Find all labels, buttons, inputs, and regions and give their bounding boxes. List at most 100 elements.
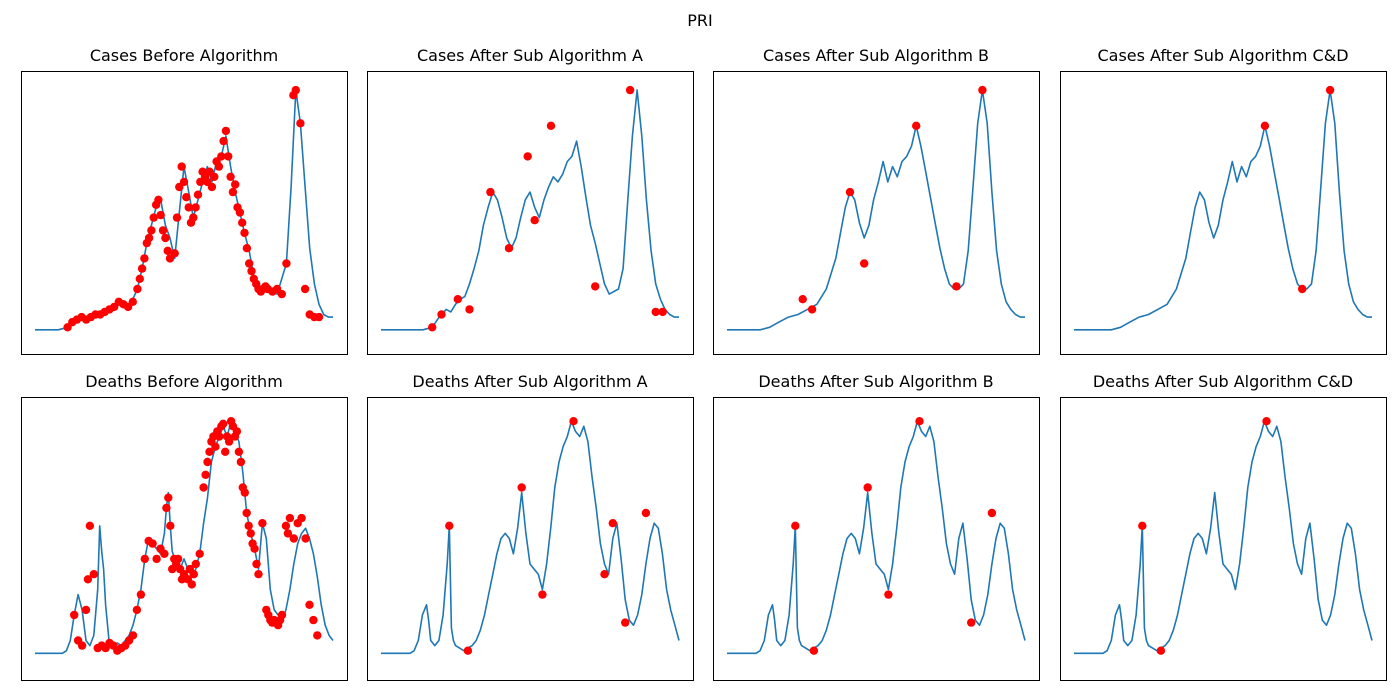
series-line bbox=[727, 420, 1026, 655]
marker-point bbox=[978, 85, 987, 95]
panel-1 bbox=[367, 71, 694, 355]
marker-point bbox=[437, 310, 446, 319]
marker-point bbox=[77, 641, 87, 650]
marker-point bbox=[1325, 85, 1335, 95]
marker-point bbox=[791, 521, 800, 530]
marker-point bbox=[89, 570, 99, 579]
marker-point bbox=[245, 259, 254, 268]
marker-point bbox=[538, 590, 547, 599]
marker-point bbox=[238, 218, 247, 227]
marker-point bbox=[217, 152, 226, 161]
series-line bbox=[381, 89, 679, 331]
marker-point bbox=[156, 210, 165, 220]
marker-point bbox=[798, 295, 807, 304]
marker-point bbox=[154, 195, 163, 204]
panel-frame bbox=[21, 71, 348, 355]
marker-point bbox=[231, 180, 240, 189]
marker-point bbox=[177, 162, 186, 171]
marker-point bbox=[445, 521, 454, 530]
marker-point bbox=[158, 226, 168, 235]
marker-point bbox=[967, 618, 976, 627]
marker-point bbox=[85, 521, 95, 530]
marker-point bbox=[465, 305, 474, 314]
marker-point bbox=[81, 605, 91, 615]
marker-point bbox=[219, 136, 228, 146]
marker-point bbox=[161, 233, 170, 243]
marker-point bbox=[184, 203, 193, 212]
marker-point bbox=[428, 323, 437, 332]
marker-point bbox=[205, 447, 214, 456]
series-line bbox=[381, 420, 680, 655]
marker-point bbox=[625, 85, 635, 95]
marker-point bbox=[182, 193, 191, 202]
marker-point bbox=[912, 121, 921, 130]
series-line bbox=[1074, 89, 1372, 331]
marker-point bbox=[235, 208, 245, 217]
marker-point bbox=[137, 264, 147, 273]
marker-point bbox=[236, 457, 246, 467]
marker-point bbox=[530, 216, 539, 225]
marker-point bbox=[277, 610, 287, 620]
marker-point bbox=[203, 457, 212, 467]
marker-point bbox=[160, 549, 169, 558]
marker-point bbox=[987, 508, 997, 518]
marker-point bbox=[258, 519, 267, 528]
marker-point bbox=[201, 470, 210, 479]
marker-point bbox=[240, 488, 249, 497]
marker-point bbox=[173, 554, 183, 564]
marker-point bbox=[164, 493, 173, 502]
marker-point bbox=[221, 447, 230, 456]
figure-suptitle: PRI bbox=[687, 11, 713, 30]
marker-point bbox=[189, 213, 198, 222]
marker-point bbox=[144, 233, 154, 243]
marker-point bbox=[807, 305, 817, 314]
marker-point bbox=[313, 631, 322, 640]
marker-point bbox=[234, 447, 244, 456]
marker-point bbox=[207, 182, 217, 192]
marker-point bbox=[658, 307, 667, 317]
marker-point bbox=[228, 187, 238, 197]
marker-point bbox=[621, 618, 630, 627]
marker-point bbox=[1156, 646, 1166, 655]
marker-point bbox=[83, 575, 93, 584]
marker-point bbox=[863, 483, 872, 492]
series-line bbox=[727, 89, 1025, 331]
panel-title-deaths-before: Deaths Before Algorithm bbox=[85, 372, 283, 391]
marker-point bbox=[517, 483, 526, 492]
marker-point bbox=[148, 539, 157, 548]
marker-point bbox=[591, 282, 600, 291]
marker-point bbox=[1298, 284, 1307, 294]
panel-4 bbox=[21, 397, 348, 681]
marker-point bbox=[147, 226, 156, 235]
marker-point bbox=[283, 529, 293, 538]
marker-point bbox=[140, 254, 149, 263]
marker-point bbox=[641, 508, 651, 518]
marker-point bbox=[289, 534, 298, 543]
marker-point bbox=[252, 559, 261, 569]
panel-7 bbox=[1060, 397, 1387, 681]
marker-point bbox=[240, 228, 249, 238]
marker-point bbox=[162, 503, 171, 513]
marker-point bbox=[246, 529, 255, 538]
marker-point bbox=[242, 508, 251, 518]
panel-title-deaths-after-b: Deaths After Sub Algorithm B bbox=[758, 372, 994, 391]
marker-point bbox=[166, 521, 175, 530]
marker-point bbox=[1138, 521, 1147, 530]
marker-point bbox=[305, 600, 314, 609]
marker-point bbox=[70, 610, 79, 620]
marker-point bbox=[486, 187, 495, 197]
marker-point bbox=[282, 259, 291, 268]
marker-point bbox=[297, 513, 306, 523]
marker-point bbox=[884, 590, 893, 599]
marker-point bbox=[860, 259, 869, 268]
marker-point bbox=[199, 483, 208, 492]
panel-3 bbox=[1060, 71, 1387, 355]
panel-title-cases-after-b: Cases After Sub Algorithm B bbox=[762, 46, 990, 65]
marker-point bbox=[136, 590, 146, 599]
marker-point bbox=[845, 187, 855, 197]
panel-0 bbox=[21, 71, 348, 355]
marker-point bbox=[224, 152, 233, 161]
marker-point bbox=[179, 177, 189, 187]
